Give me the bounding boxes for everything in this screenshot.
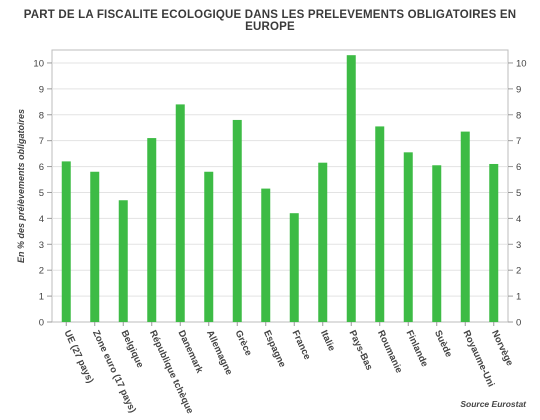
x-tick-label: Italie: [318, 329, 337, 353]
bar: [460, 131, 470, 322]
x-tick-label: Espagne: [261, 329, 288, 370]
x-tick-label: Belgique: [119, 329, 146, 370]
bar: [318, 162, 328, 322]
y-tick-label-right: 6: [516, 162, 521, 173]
y-tick-label-left: 9: [39, 84, 44, 95]
y-tick-label-left: 1: [39, 292, 44, 303]
x-tick-label: Royaume-Uni: [461, 329, 497, 389]
y-tick-label-left: 3: [39, 240, 44, 251]
bar: [118, 200, 128, 322]
y-tick-label-right: 9: [516, 84, 521, 95]
y-tick-label-left: 2: [39, 266, 44, 277]
x-tick-label: Norvège: [489, 329, 515, 368]
bar: [375, 126, 385, 323]
bar: [90, 171, 100, 322]
bar: [403, 152, 413, 322]
y-tick-label-right: 4: [516, 214, 521, 225]
y-tick-label-left: 5: [39, 188, 44, 199]
y-tick-label-right: 8: [516, 110, 521, 121]
source-label: Source Eurostat: [460, 399, 526, 409]
y-tick-label-right: 10: [516, 58, 527, 69]
x-tick-label: France: [290, 329, 313, 362]
x-tick-label: Pays-Bas: [347, 329, 375, 372]
bar: [147, 138, 157, 322]
y-tick-label-right: 1: [516, 292, 521, 303]
bar: [346, 55, 356, 322]
x-tick-label: Danemark: [176, 329, 206, 376]
bar: [489, 163, 499, 322]
chart-title: PART DE LA FISCALITE ECOLOGIQUE DANS LES…: [23, 9, 517, 33]
plot-frame: [51, 49, 509, 323]
bar: [261, 188, 271, 322]
x-tick-label: Suède: [432, 329, 454, 359]
y-tick-label-left: 4: [39, 214, 44, 225]
bar: [204, 171, 214, 322]
x-tick-label: Grèce: [233, 329, 254, 358]
x-tick-label: Finlande: [404, 329, 430, 369]
bar: [432, 165, 442, 322]
y-tick-label-right: 3: [516, 240, 521, 251]
y-tick-label-left: 10: [33, 58, 44, 69]
bar: [289, 213, 299, 322]
y-tick-label-left: 6: [39, 162, 44, 173]
y-tick-label-left: 0: [39, 318, 44, 329]
x-tick-label: Allemagne: [204, 329, 234, 377]
y-tick-label-left: 7: [39, 136, 44, 147]
bar: [232, 119, 242, 322]
y-tick-label-right: 7: [516, 136, 521, 147]
y-tick-label-left: 8: [39, 110, 44, 121]
y-tick-label-right: 5: [516, 188, 521, 199]
y-axis-label: En % des prélèvements obligatoires: [16, 109, 26, 263]
bar: [175, 104, 185, 323]
y-tick-label-right: 2: [516, 266, 521, 277]
x-tick-label: Roumanie: [375, 329, 404, 375]
x-tick-label: UE (27 pays): [62, 329, 96, 385]
y-tick-label-right: 0: [516, 318, 521, 329]
bar: [61, 161, 71, 322]
